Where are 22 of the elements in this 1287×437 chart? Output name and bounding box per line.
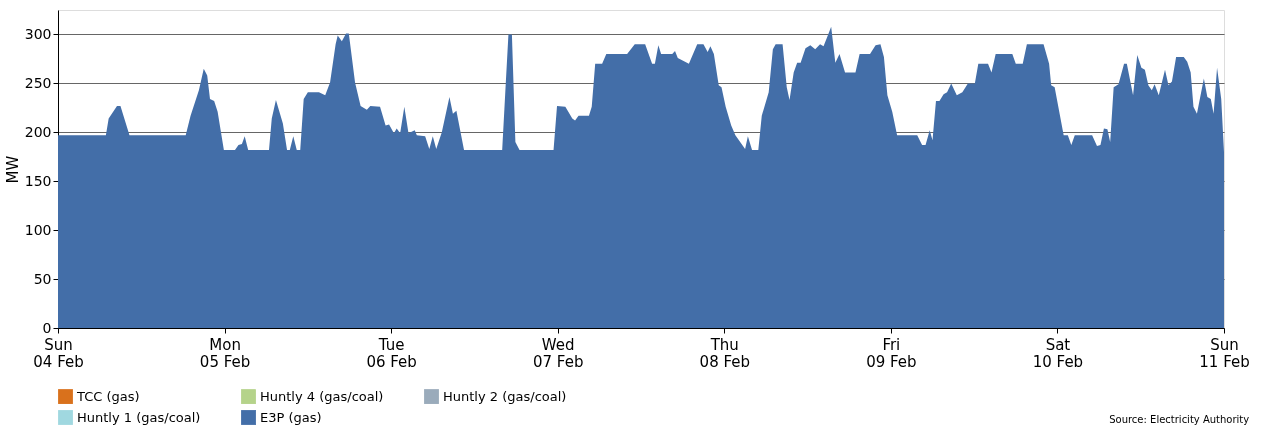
x-tick-label: Sat 10 Feb bbox=[1032, 335, 1084, 371]
y-tick-label: 250 bbox=[24, 74, 52, 91]
y-tick-label: 0 bbox=[42, 319, 52, 336]
legend-label: E3P (gas) bbox=[260, 409, 322, 425]
x-tick-label: Thu 08 Feb bbox=[699, 335, 750, 371]
x-tick-label: Sun 11 Feb bbox=[1199, 335, 1250, 371]
y-tick-label: 50 bbox=[33, 270, 52, 287]
x-tick-label: Fri 09 Feb bbox=[866, 335, 917, 371]
y-tick-label: 150 bbox=[24, 172, 52, 189]
legend-label: TCC (gas) bbox=[76, 388, 140, 404]
y-tick-label: 200 bbox=[24, 123, 52, 140]
y-tick-label: 300 bbox=[24, 25, 52, 42]
legend-label: Huntly 4 (gas/coal) bbox=[260, 388, 384, 404]
legend-label: Huntly 1 (gas/coal) bbox=[77, 409, 201, 425]
y-axis-title: MW bbox=[3, 155, 22, 184]
legend-label: Huntly 2 (gas/coal) bbox=[443, 388, 567, 404]
x-tick-label: Wed 07 Feb bbox=[533, 335, 584, 371]
x-tick-label: Tue 06 Feb bbox=[366, 335, 417, 371]
source-note: Source: Electricity Authority bbox=[1109, 414, 1250, 425]
x-tick-label: Mon 05 Feb bbox=[199, 335, 251, 371]
x-tick-label: Sun 04 Feb bbox=[33, 335, 84, 371]
y-tick-label: 100 bbox=[24, 221, 52, 238]
